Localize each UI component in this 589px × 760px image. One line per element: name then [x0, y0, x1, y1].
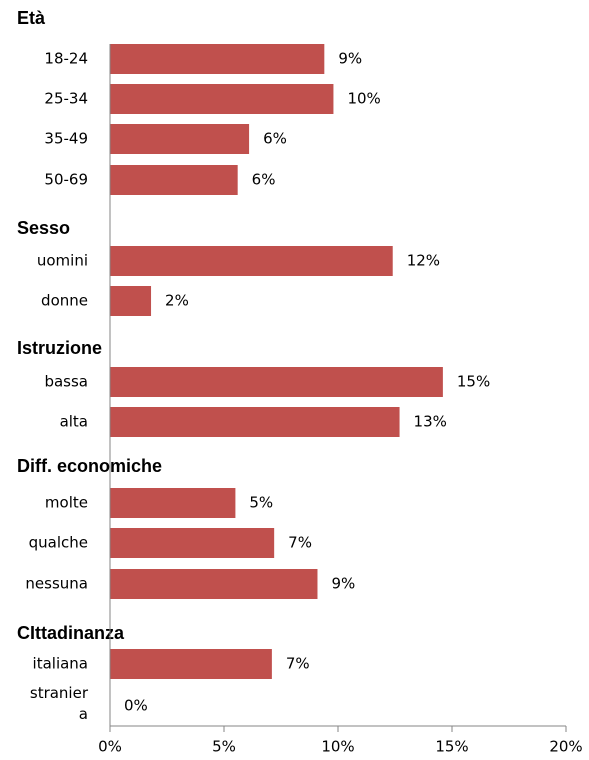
bar	[110, 488, 236, 518]
bar	[110, 367, 443, 397]
data-label: 6%	[263, 130, 287, 148]
data-label: 9%	[338, 50, 362, 68]
category-label: 25-34	[44, 90, 88, 108]
data-label: 9%	[331, 575, 355, 593]
category-label: 50-69	[44, 171, 88, 189]
category-label: stranier	[30, 684, 89, 702]
category-label: molte	[45, 494, 88, 512]
bar	[110, 84, 334, 114]
bar	[110, 286, 152, 316]
category-label: uomini	[37, 252, 88, 270]
data-label: 13%	[414, 413, 447, 431]
data-label: 5%	[249, 494, 273, 512]
category-label: bassa	[44, 373, 88, 391]
x-tick-label: 20%	[549, 738, 582, 756]
category-label: donne	[41, 292, 88, 310]
x-tick-label: 0%	[98, 738, 122, 756]
category-label: 18-24	[44, 50, 88, 68]
category-label: qualche	[29, 534, 88, 552]
group-title: Sesso	[17, 218, 70, 238]
bar	[110, 407, 400, 437]
category-label: italiana	[33, 655, 88, 673]
x-tick-label: 5%	[212, 738, 236, 756]
bar	[110, 165, 238, 195]
data-label: 15%	[457, 373, 490, 391]
bar	[110, 649, 272, 679]
group-title: CIttadinanza	[17, 623, 125, 643]
data-label: 0%	[124, 697, 148, 715]
bar	[110, 528, 275, 558]
data-label: 2%	[165, 292, 189, 310]
x-tick-label: 15%	[435, 738, 468, 756]
data-label: 10%	[347, 90, 380, 108]
group-title: Istruzione	[17, 338, 102, 358]
data-label: 6%	[252, 171, 276, 189]
bar	[110, 124, 250, 154]
group-title: Diff. economiche	[17, 456, 162, 476]
group-title: Età	[17, 8, 46, 28]
category-label: a	[79, 705, 88, 723]
data-label: 12%	[407, 252, 440, 270]
bar	[110, 569, 318, 599]
bar	[110, 44, 325, 74]
category-label: nessuna	[25, 575, 88, 593]
category-label: 35-49	[44, 130, 88, 148]
x-tick-label: 10%	[321, 738, 354, 756]
data-label: 7%	[288, 534, 312, 552]
bar	[110, 246, 393, 276]
data-label: 7%	[286, 655, 310, 673]
category-label: alta	[60, 413, 88, 431]
